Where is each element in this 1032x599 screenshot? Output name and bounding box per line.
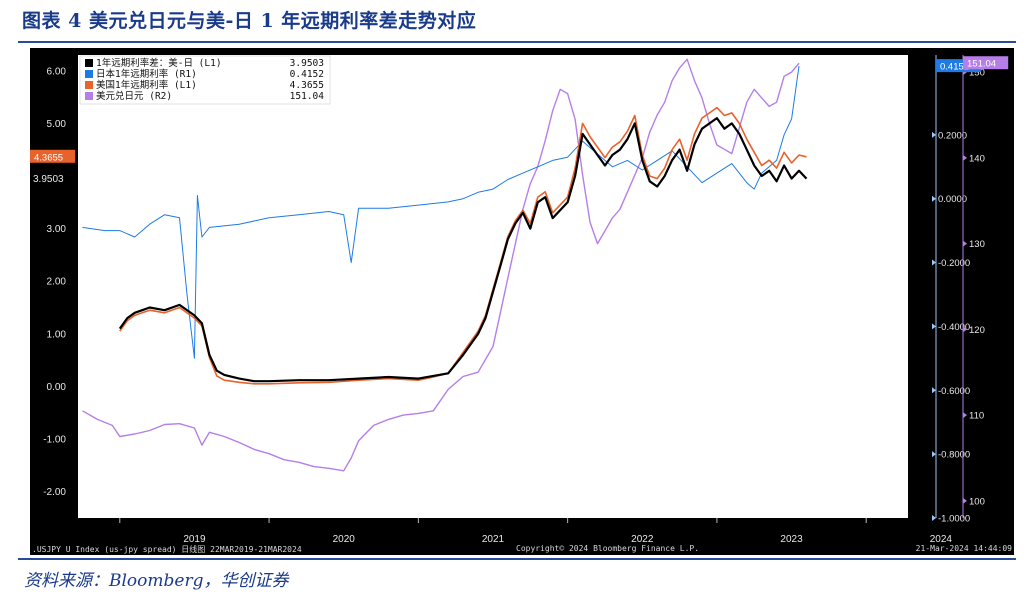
- left-axis-tick-label: 6.00: [47, 66, 67, 77]
- bloomberg-chart-frame: 2019 2020 2021 2022 2023 2024 6.00 5.00 3.00 2.00…: [30, 48, 1014, 555]
- last-tag-spread: 3.9503: [33, 174, 64, 185]
- series-line-japan-1y: [82, 66, 800, 359]
- legend-label: 美国1年远期利率 (L1): [96, 79, 197, 91]
- legend-label: 1年远期利率差：美-日 (L1): [96, 57, 222, 69]
- right1-axis-tick: [932, 515, 936, 521]
- legend-value: 3.9503: [290, 58, 324, 69]
- chart-legend: 1年远期利率差：美-日 (L1) 3.9503 日本1年远期利率 (R1) 0.415…: [79, 55, 331, 105]
- legend-label: 美元兑日元 (R2): [96, 90, 172, 102]
- x-tick-label: 2022: [631, 534, 654, 545]
- right1-axis-tick-label: 0.0000: [938, 194, 967, 205]
- series-line-spread: [118, 116, 808, 383]
- right1-axis-tick-label: -1.0000: [938, 514, 970, 525]
- right1-axis-tick: [932, 323, 936, 330]
- last-tag-usdjpy-text: 151.04: [967, 59, 996, 70]
- x-tick-label: 2024: [930, 534, 953, 545]
- right2-axis-tick: [963, 154, 967, 161]
- last-tag-us-1y-text: 4.3655: [34, 152, 63, 163]
- x-tick-label: 2019: [183, 534, 206, 545]
- series-line-usdjpy: [82, 58, 800, 472]
- left-axis-tick-label: -1.00: [43, 435, 66, 446]
- legend-swatch: [85, 59, 93, 67]
- footer-copyright: Copyright© 2024 Bloomberg Finance L.P.: [516, 544, 700, 553]
- right1-axis-tick: [932, 131, 936, 138]
- left-axis-tick-label: 1.00: [47, 329, 67, 340]
- right2-axis-tick: [963, 497, 967, 504]
- right1-axis-tick-label: -0.8000: [938, 450, 970, 461]
- bottom-rule: [18, 558, 1016, 560]
- right2-axis-tick-label: 100: [969, 496, 985, 507]
- right2-axis-tick: [963, 326, 967, 333]
- legend-value: 151.04: [290, 91, 325, 102]
- last-tag-usdjpy: 151.04: [963, 56, 1009, 70]
- last-tag-us-1y: 4.3655: [30, 149, 76, 163]
- right2-axis-tick: [963, 240, 967, 247]
- right1-axis-tick: [932, 195, 936, 202]
- left-axis-tick-label: 2.00: [47, 277, 67, 288]
- chart-svg: 2019 2020 2021 2022 2023 2024 6.00 5.00 3.00 2.00…: [30, 55, 1009, 545]
- legend-swatch: [85, 70, 93, 78]
- x-tick-label: 2020: [333, 534, 356, 545]
- left-axis-tick-label: 3.00: [47, 224, 67, 235]
- legend-value: 0.4152: [290, 69, 324, 80]
- right2-axis-tick-label: 140: [969, 153, 985, 164]
- right1-axis-tick: [932, 451, 936, 458]
- right1-axis-tick-label: -0.4000: [938, 322, 970, 333]
- left-axis-tick-label: -2.00: [43, 487, 66, 498]
- legend-label: 日本1年远期利率 (R1): [96, 68, 197, 80]
- right2-axis-tick-label: 130: [969, 239, 985, 250]
- legend-box: [79, 55, 331, 105]
- right2-axis-tick-label: 110: [969, 411, 984, 422]
- chart-footer: .USJPY U Index (us-jpy spread) 日线图 22MAR…: [30, 544, 1014, 556]
- figure-title: 图表 4 美元兑日元与美-日 1 年远期利率差走势对应: [22, 10, 477, 32]
- right2-axis-tick: [963, 412, 967, 419]
- right1-axis-tick-label: -0.6000: [938, 386, 970, 397]
- right2-axis-tick-label: 150: [969, 68, 985, 79]
- right1-axis-tick: [932, 387, 936, 394]
- right1-axis-tick-label: 0.2000: [938, 130, 967, 141]
- left-axis-tick-label: 5.00: [47, 119, 67, 130]
- x-tick-label: 2023: [780, 534, 803, 545]
- right1-axis-tick-label: -0.2000: [938, 258, 970, 269]
- last-tag-usdjpy-bg: [963, 56, 1009, 70]
- right1-axis-tick: [932, 259, 936, 266]
- legend-swatch: [85, 92, 93, 100]
- last-tag-us-1y-bg: [30, 149, 76, 163]
- x-tick-label: 2021: [482, 534, 505, 545]
- title-rule: [18, 41, 1016, 43]
- series-line-us-1y: [119, 106, 807, 385]
- left-axis-tick-label: 0.00: [47, 382, 67, 393]
- footer-ticker: .USJPY U Index (us-jpy spread) 日线图 22MAR…: [32, 545, 302, 554]
- legend-swatch: [85, 81, 93, 89]
- source-note: 资料来源：Bloomberg，华创证券: [24, 571, 289, 591]
- last-tag-japan-1y-text: 0.4152: [940, 62, 969, 73]
- footer-timestamp: 21-Mar-2024 14:44:09: [915, 544, 1012, 553]
- right2-axis-tick-label: 120: [969, 325, 985, 336]
- legend-value: 4.3655: [290, 80, 324, 91]
